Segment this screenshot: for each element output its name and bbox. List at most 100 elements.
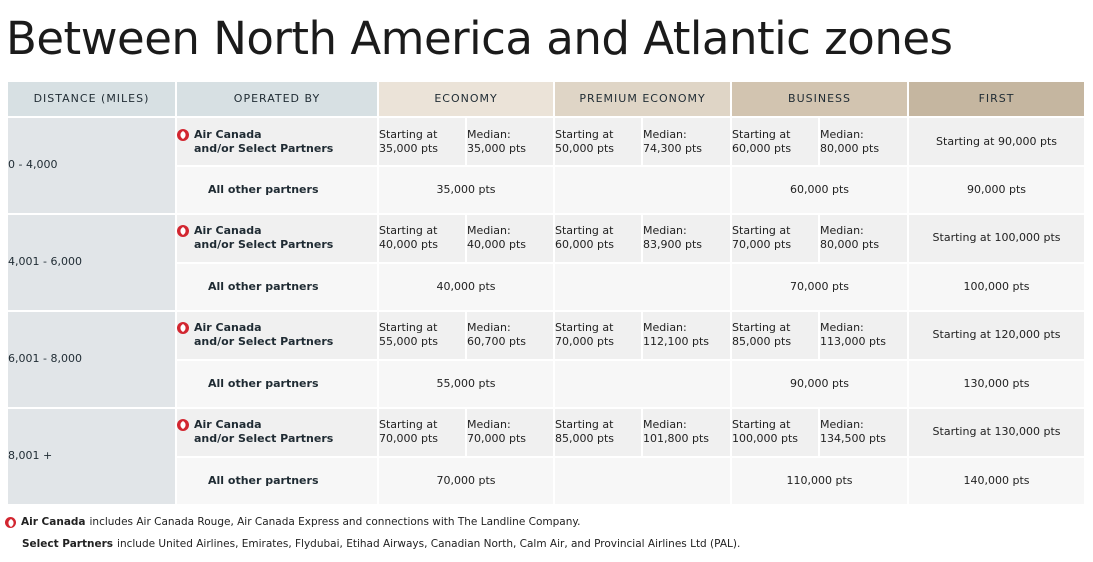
fare-value: 60,700 pts xyxy=(467,335,527,349)
table-row: 6,001 - 8,000 Air Canada and/or Select Par… xyxy=(6,309,1087,409)
fare-value: 113,000 pts xyxy=(820,335,887,349)
fare-value: 80,000 pts xyxy=(820,141,880,155)
operator-line-1: Air Canada xyxy=(194,418,262,432)
fare-value: 83,900 pts xyxy=(643,238,703,252)
fare-value: 134,500 pts xyxy=(820,432,887,446)
fare-label: Starting at xyxy=(555,418,614,432)
operator-line-2: and/or Select Partners xyxy=(194,141,334,155)
fare-cell-prem-start: Starting at 85,000 pts xyxy=(553,406,644,458)
operator-text: Air Canada and/or Select Partners xyxy=(194,128,333,156)
operator-other-partners: All other partners xyxy=(175,165,379,215)
header-premium-economy: PREMIUM ECONOMY xyxy=(553,80,733,118)
fare-cell-bus-median: Median: 113,000 pts xyxy=(818,309,910,361)
fare-label: Starting at xyxy=(555,321,614,335)
fare-cell-eco-start: Starting at 55,000 pts xyxy=(377,309,467,361)
fare-cell-bus-start: Starting at 70,000 pts xyxy=(730,212,821,264)
fare-label: Median: xyxy=(467,224,511,238)
header-business: BUSINESS xyxy=(730,80,910,118)
fare-cell-economy: 35,000 pts xyxy=(376,165,556,215)
fare-label: Median: xyxy=(820,127,864,141)
fare-value: 112,100 pts xyxy=(643,335,710,349)
operator-line-2: and/or Select Partners xyxy=(194,432,334,446)
table-row: All other partners 70,000 pts 110,000 pts 1… xyxy=(7,455,1087,507)
fare-cell-prem-start: Starting at 70,000 pts xyxy=(553,309,644,361)
operator-air-canada-label: Air Canada and/or Select Partners xyxy=(177,321,377,349)
fare-label: Starting at xyxy=(732,418,791,432)
operator-air-canada: Air Canada and/or Select Partners xyxy=(175,116,379,167)
fare-label: Starting at xyxy=(379,224,438,238)
award-chart-table: DISTANCE (MILES) OPERATED BY ECONOMY PRE… xyxy=(6,80,1087,507)
table-row: 4,001 - 6,000 Air Canada and/or Select Par… xyxy=(6,212,1087,312)
fare-cell-eco-median: Median: 60,700 pts xyxy=(464,309,556,361)
fare-cell-eco-median: Median: 40,000 pts xyxy=(464,212,556,264)
fare-label: Starting at xyxy=(555,224,614,238)
fare-label: Median: xyxy=(643,418,687,432)
table-row: All other partners 55,000 pts 90,000 pts 13… xyxy=(7,358,1087,409)
operator-air-canada-label: Air Canada and/or Select Partners xyxy=(177,224,377,252)
fare-label: Median: xyxy=(643,127,687,141)
footnote-select-partners-text: include United Airlines, Emirates, Flydu… xyxy=(117,538,741,550)
table-row: All other partners 40,000 pts 70,000 pts 10… xyxy=(7,261,1087,312)
footnote-air-canada-text: includes Air Canada Rouge, Air Canada Ex… xyxy=(89,516,581,528)
fare-value: 70,000 pts xyxy=(379,432,439,446)
fare-cell-bus-median: Median: 80,000 pts xyxy=(818,116,910,167)
air-canada-maple-leaf-icon xyxy=(177,225,189,238)
table-body: 0 - 4,000 Air Canada and/or Select Partner… xyxy=(6,116,1087,507)
fare-cell-eco-start: Starting at 40,000 pts xyxy=(377,212,467,264)
operator-text: Air Canada and/or Select Partners xyxy=(194,321,333,349)
fare-value: 50,000 pts xyxy=(555,141,615,155)
distance-band: 0 - 4,000 xyxy=(6,116,177,215)
air-canada-maple-leaf-icon xyxy=(177,128,189,141)
fare-label: Median: xyxy=(643,224,687,238)
fare-label: Median: xyxy=(820,418,864,432)
operator-other-partners: All other partners xyxy=(175,261,379,312)
air-canada-maple-leaf-icon xyxy=(177,322,189,335)
table-row: All other partners 35,000 pts 60,000 pts 90… xyxy=(7,165,1087,215)
operator-air-canada: Air Canada and/or Select Partners xyxy=(175,309,379,361)
fare-label: Median: xyxy=(820,321,864,335)
operator-line-1: Air Canada xyxy=(194,224,262,238)
operator-other-label: All other partners xyxy=(208,279,319,293)
operator-other-partners: All other partners xyxy=(175,358,379,409)
header-distance: DISTANCE (MILES) xyxy=(6,80,177,118)
operator-other-label: All other partners xyxy=(208,182,319,196)
fare-label: Median: xyxy=(467,321,511,335)
header-operated-by: OPERATED BY xyxy=(175,80,379,118)
operator-text: Air Canada and/or Select Partners xyxy=(194,224,333,252)
operator-air-canada-label: Air Canada and/or Select Partners xyxy=(177,418,377,446)
fare-cell-eco-median: Median: 35,000 pts xyxy=(464,116,556,167)
fare-label: Starting at xyxy=(732,127,791,141)
fare-cell-prem-median: Median: 112,100 pts xyxy=(641,309,733,361)
fare-cell-prem-start: Starting at 50,000 pts xyxy=(553,116,644,167)
fare-cell-business: 60,000 pts xyxy=(730,165,910,215)
footnote-air-canada: Air Canada includes Air Canada Rouge, Ai… xyxy=(5,515,740,529)
fare-cell-economy: 70,000 pts xyxy=(376,455,556,507)
distance-band: 4,001 - 6,000 xyxy=(6,212,177,312)
fare-cell-premium-economy xyxy=(553,455,733,507)
fare-cell-bus-start: Starting at 60,000 pts xyxy=(730,116,821,167)
fare-label: Starting at xyxy=(379,321,438,335)
page-title: Between North America and Atlantic zones xyxy=(6,12,953,65)
fare-value: 35,000 pts xyxy=(467,141,527,155)
header-first: FIRST xyxy=(907,80,1087,118)
footnote-select-partners: Select Partners include United Airlines,… xyxy=(5,537,740,551)
fare-label: Median: xyxy=(643,321,687,335)
operator-line-1: Air Canada xyxy=(194,127,262,141)
fare-cell-first: Starting at 90,000 pts xyxy=(907,116,1087,167)
fare-label: Starting at xyxy=(555,127,614,141)
operator-text: Air Canada and/or Select Partners xyxy=(194,418,333,446)
fare-cell-first: Starting at 130,000 pts xyxy=(907,406,1087,458)
fare-cell-economy: 40,000 pts xyxy=(376,261,556,312)
fare-cell-eco-start: Starting at 70,000 pts xyxy=(377,406,467,458)
fare-cell-prem-start: Starting at 60,000 pts xyxy=(553,212,644,264)
fare-value: 40,000 pts xyxy=(379,238,439,252)
footnotes: Air Canada includes Air Canada Rouge, Ai… xyxy=(5,515,740,551)
fare-cell-first: Starting at 120,000 pts xyxy=(907,309,1087,361)
fare-value: 60,000 pts xyxy=(555,238,615,252)
operator-line-1: Air Canada xyxy=(194,321,262,335)
fare-cell-prem-median: Median: 101,800 pts xyxy=(641,406,733,458)
fare-value: 100,000 pts xyxy=(732,432,799,446)
fare-cell-economy: 55,000 pts xyxy=(376,358,556,409)
operator-line-2: and/or Select Partners xyxy=(194,335,334,349)
fare-cell-eco-median: Median: 70,000 pts xyxy=(464,406,556,458)
